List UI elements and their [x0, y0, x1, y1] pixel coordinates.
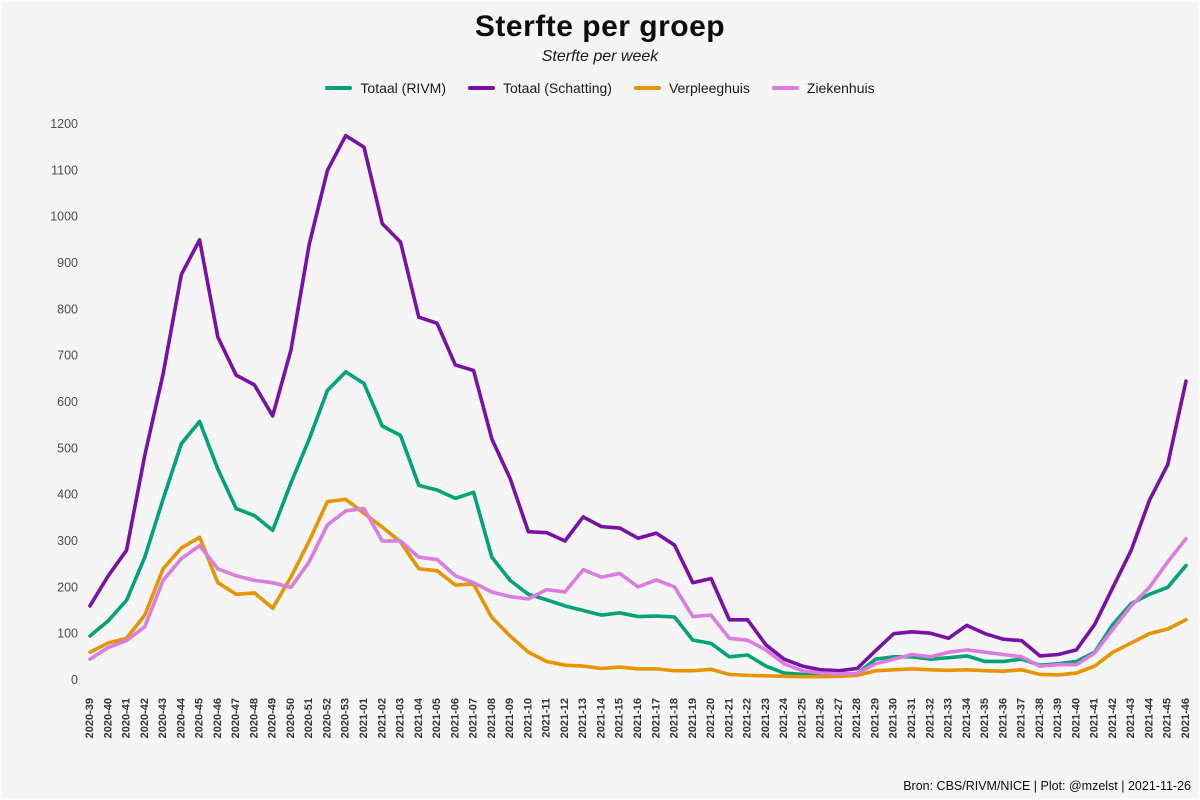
x-tick-label: 2021-16	[632, 698, 644, 738]
legend-item-totaal-rivm: Totaal (RIVM)	[325, 80, 446, 96]
x-tick-label: 2021-27	[833, 698, 845, 738]
y-tick-label: 1100	[51, 163, 78, 177]
x-tick-label: 2020-40	[102, 698, 114, 738]
legend-swatch-icon	[771, 86, 799, 90]
x-tick-label: 2021-17	[650, 698, 662, 738]
x-tick-label: 2021-10	[522, 698, 534, 738]
x-tick-label: 2021-24	[778, 697, 790, 738]
chart-subtitle: Sterfte per week	[541, 48, 659, 65]
x-tick-label: 2021-43	[1125, 698, 1137, 738]
x-tick-label: 2020-39	[84, 698, 96, 738]
x-tick-label: 2021-12	[559, 698, 571, 738]
x-tick-label: 2021-46	[1180, 698, 1192, 738]
y-tick-label: 0	[71, 673, 78, 687]
legend-swatch-icon	[325, 86, 353, 90]
series-line-totaal-schatting	[88, 133, 1188, 673]
x-tick-label: 2021-44	[1143, 697, 1155, 738]
x-tick-label: 2020-45	[194, 698, 206, 738]
x-tick-label: 2021-29	[869, 698, 881, 738]
series-line-verpleeghuis	[88, 497, 1188, 679]
y-tick-label: 1200	[50, 117, 78, 131]
x-tick-label: 2020-50	[285, 698, 297, 738]
x-tick-label: 2021-42	[1107, 698, 1119, 738]
x-tick-label: 2021-21	[723, 698, 735, 738]
chart-title: Sterfte per groep	[474, 10, 726, 43]
x-tick-label: 2021-03	[395, 698, 407, 738]
x-tick-label: 2021-25	[796, 698, 808, 738]
x-tick-label: 2020-44	[175, 697, 187, 738]
x-tick-label: 2021-33	[943, 698, 955, 738]
x-tick-label: 2021-22	[742, 698, 754, 738]
x-tick-label: 2021-01	[358, 698, 370, 738]
x-tick-label: 2021-08	[486, 698, 498, 738]
x-tick-label: 2020-41	[121, 698, 133, 738]
y-tick-label: 300	[57, 534, 78, 548]
x-tick-label: 2020-42	[139, 698, 151, 738]
x-tick-label: 2021-15	[614, 698, 626, 738]
y-tick-label: 100	[57, 627, 78, 641]
x-tick-label: 2021-13	[577, 698, 589, 738]
x-tick-label: 2021-36	[997, 698, 1009, 738]
legend-label: Totaal (RIVM)	[360, 80, 446, 96]
x-tick-label: 2021-32	[924, 698, 936, 738]
x-tick-label: 2020-46	[212, 698, 224, 738]
y-tick-label: 600	[57, 395, 78, 409]
legend-label: Totaal (Schatting)	[502, 80, 612, 96]
y-tick-label: 1000	[50, 210, 78, 224]
x-tick-label: 2021-07	[468, 698, 480, 738]
y-tick-label: 500	[57, 441, 78, 455]
x-tick-label: 2021-34	[961, 697, 973, 738]
series-line-ziekenhuis	[88, 506, 1188, 676]
series-line-totaal-rivm	[88, 370, 1188, 678]
x-tick-label: 2021-06	[449, 698, 461, 738]
x-tick-label: 2021-04	[413, 697, 425, 738]
legend-item-totaal-schatting: Totaal (Schatting)	[467, 80, 612, 96]
source-caption: Bron: CBS/RIVM/NICE | Plot: @mzelst | 20…	[903, 779, 1191, 793]
x-tick-label: 2021-45	[1162, 698, 1174, 738]
x-tick-label: 2020-43	[157, 698, 169, 738]
x-tick-label: 2021-11	[541, 698, 553, 738]
x-tick-label: 2020-49	[267, 698, 279, 738]
x-tick-label: 2021-09	[504, 698, 516, 738]
x-tick-label: 2020-53	[340, 698, 352, 738]
x-tick-label: 2021-14	[595, 697, 607, 738]
x-tick-label: 2021-18	[669, 698, 681, 738]
x-tick-label: 2021-38	[1034, 698, 1046, 738]
x-tick-label: 2021-35	[979, 698, 991, 738]
x-tick-label: 2021-30	[888, 698, 900, 738]
x-tick-label: 2021-26	[815, 698, 827, 738]
x-tick-label: 2020-51	[303, 698, 315, 738]
legend-label: Verpleeghuis	[668, 80, 750, 96]
legend-item-ziekenhuis: Ziekenhuis	[771, 80, 875, 96]
legend: Totaal (RIVM) Totaal (Schatting) Verpleegh…	[2, 80, 1198, 96]
x-tick-label: 2020-52	[321, 698, 333, 738]
legend-item-verpleeghuis: Verpleeghuis	[633, 80, 750, 96]
x-tick-label: 2020-48	[248, 698, 260, 738]
x-tick-label: 2021-19	[687, 698, 699, 738]
x-tick-label: 2020-47	[230, 698, 242, 738]
x-tick-label: 2021-23	[760, 698, 772, 738]
x-tick-label: 2021-41	[1089, 698, 1101, 738]
legend-label: Ziekenhuis	[806, 80, 875, 96]
x-tick-label: 2021-31	[906, 698, 918, 738]
legend-swatch-icon	[633, 86, 661, 90]
x-tick-label: 2021-37	[1016, 698, 1028, 738]
x-tick-label: 2021-05	[431, 698, 443, 738]
y-tick-label: 700	[57, 349, 78, 363]
x-tick-label: 2021-40	[1070, 698, 1082, 738]
x-tick-label: 2021-02	[376, 698, 388, 738]
x-tick-label: 2021-28	[851, 698, 863, 738]
y-tick-label: 400	[57, 488, 78, 502]
y-tick-label: 200	[57, 580, 78, 594]
x-tick-label: 2021-39	[1052, 698, 1064, 738]
y-tick-label: 800	[57, 302, 78, 316]
x-tick-label: 2021-20	[705, 698, 717, 738]
y-tick-label: 900	[57, 256, 78, 270]
legend-swatch-icon	[467, 86, 495, 90]
